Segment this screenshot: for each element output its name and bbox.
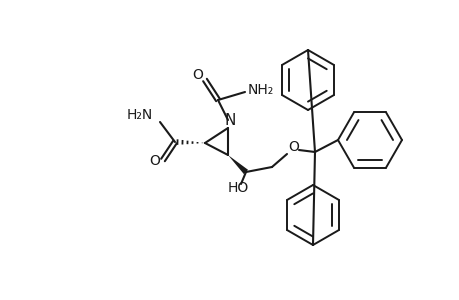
Polygon shape [228,155,247,174]
Text: O: O [149,154,160,168]
Text: N: N [224,112,235,128]
Text: H₂N: H₂N [127,108,153,122]
Text: NH₂: NH₂ [247,83,274,97]
Text: O: O [192,68,203,82]
Text: HO: HO [227,181,248,195]
Text: O: O [288,140,299,154]
